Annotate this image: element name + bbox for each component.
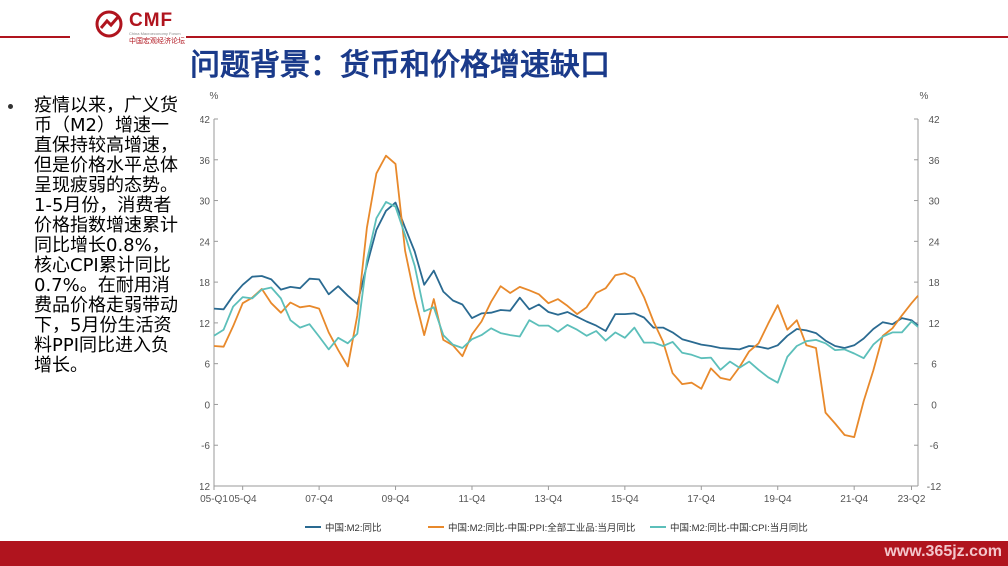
y-tick-label-right: -12 [927, 482, 942, 493]
y-tick-label-right: 6 [931, 360, 937, 371]
y-tick-label-left: -12 [200, 482, 210, 493]
x-tick-label: 09-Q4 [382, 494, 410, 505]
series-line-3 [213, 201, 919, 384]
page-title: 问题背景：货币和价格增速缺口 [190, 48, 610, 83]
x-tick-label: 17-Q4 [687, 494, 715, 505]
y-tick-label-right: 18 [928, 278, 940, 289]
y-tick-label-right: 30 [928, 197, 940, 208]
y-tick-label-left: 36 [200, 156, 210, 167]
y-tick-label-right: 24 [928, 237, 940, 248]
logo-text: CMF [129, 10, 174, 31]
x-tick-label: 21-Q4 [840, 494, 868, 505]
line-chart: %% -12 -12 -6 -6 0 0 6 6 12 12 18 18 24 24 30 30 36 36 42 42… [200, 91, 942, 534]
series-line-1 [213, 201, 919, 351]
y-unit-left: % [210, 91, 219, 102]
legend-label-3: 中国:M2:同比-中国:CPI:当月同比 [670, 522, 808, 534]
x-tick-label: 19-Q4 [764, 494, 792, 505]
watermark: www.365jz.com [884, 543, 1002, 560]
bullet-dot-icon [8, 104, 13, 109]
y-tick-label-left: -6 [201, 441, 210, 452]
x-tick-label: 05-Q1 [200, 494, 228, 505]
y-tick-label-left: 42 [200, 115, 210, 126]
cmf-logo: CMF China Macroeconomy Forum 中国宏观经济论坛 [95, 8, 205, 45]
series-line-2 [213, 154, 919, 438]
y-unit-right: % [920, 91, 929, 102]
y-tick-label-left: 0 [204, 400, 210, 411]
legend-label-1: 中国:M2:同比 [325, 522, 381, 534]
x-tick-label: 07-Q4 [305, 494, 333, 505]
cmf-logo-icon [95, 10, 123, 38]
legend-label-2: 中国:M2:同比-中国:PPI:全部工业品:当月同比 [448, 522, 635, 534]
y-tick-label-right: 12 [928, 319, 940, 330]
y-tick-label-left: 6 [204, 360, 210, 371]
x-tick-label: 15-Q4 [611, 494, 639, 505]
bullet-text: 疫情以来，广义货币（M2）增速一直保持较高增速，但是价格水平总体呈现疲弱的态势。… [34, 95, 178, 376]
x-tick-label: 11-Q4 [458, 494, 485, 505]
y-tick-label-right: -6 [930, 441, 939, 452]
x-tick-label: 13-Q4 [535, 494, 563, 505]
y-tick-label-left: 24 [200, 237, 210, 248]
y-tick-label-left: 18 [200, 278, 210, 289]
x-tick-label: 05-Q4 [229, 494, 257, 505]
header-rule-left [0, 36, 70, 38]
y-tick-label-left: 30 [200, 197, 210, 208]
y-tick-label-right: 0 [931, 400, 937, 411]
y-tick-label-right: 42 [928, 115, 940, 126]
logo-chinese: 中国宏观经济论坛 [129, 37, 185, 45]
footer-bar: www.365jz.com [0, 541, 1008, 566]
bullet-item: 疫情以来，广义货币（M2）增速一直保持较高增速，但是价格水平总体呈现疲弱的态势。… [8, 96, 198, 376]
x-tick-label: 23-Q2 [898, 494, 926, 505]
y-tick-label-right: 36 [928, 156, 940, 167]
logo-subtitle: China Macroeconomy Forum [129, 31, 181, 36]
header-rule-right [186, 36, 1008, 38]
y-tick-label-left: 12 [200, 319, 210, 330]
